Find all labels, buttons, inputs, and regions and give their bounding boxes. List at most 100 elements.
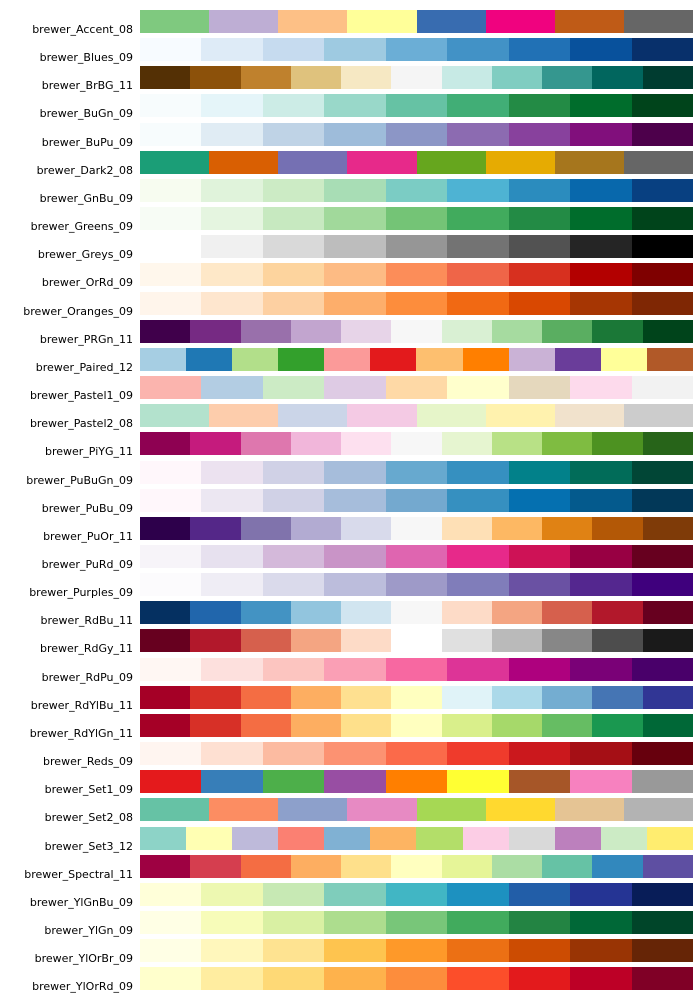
color-swatch [201,178,263,202]
color-swatch [592,854,643,878]
color-swatch [347,798,417,822]
color-swatch [262,967,325,991]
color-swatch [631,882,693,906]
color-swatch [240,854,291,878]
color-swatch [462,347,509,371]
color-swatch [140,10,210,33]
color-swatch [201,291,263,315]
palette-row: brewer_Greys_09 [0,235,700,263]
color-swatch [190,516,241,540]
palette-row: brewer_BuGn_09 [0,94,700,122]
color-swatch [186,347,233,371]
color-swatch [240,319,291,343]
color-swatch [140,882,202,906]
palette-row: brewer_Set3_12 [0,826,700,855]
palette-row: brewer_YlGn_09 [0,911,700,939]
color-swatch [441,432,492,456]
color-swatch [201,207,263,231]
color-swatch [508,263,571,287]
color-swatch [391,629,442,653]
color-swatch [341,713,392,737]
color-swatch [508,573,571,597]
color-swatch [447,263,509,287]
color-swatch [140,488,202,512]
color-swatch [140,122,202,146]
color-swatch [324,939,386,963]
color-swatch [570,544,632,568]
color-swatch [642,854,693,878]
color-swatch [631,544,693,568]
palette-label: brewer_RdPu_09 [0,658,133,684]
palette-row: brewer_Paired_12 [0,347,700,376]
palette-swatch-strip [140,488,693,512]
color-swatch [631,573,693,597]
palette-row: brewer_PuBuGn_09 [0,460,700,489]
color-swatch [631,291,693,315]
color-swatch [542,319,593,343]
palette-row: brewer_Set1_09 [0,770,700,798]
palette-label-text: brewer_RdBu_11 [40,614,133,628]
palette-row: brewer_OrRd_09 [0,263,700,291]
palette-label-text: brewer_RdPu_09 [41,670,133,684]
color-swatch [140,798,210,822]
palette-swatch-strip [140,122,693,146]
color-swatch [447,544,509,568]
color-swatch [642,516,693,540]
palette-label-text: brewer_PuBuGn_09 [26,473,133,487]
color-swatch [385,770,448,794]
color-swatch [542,713,593,737]
palette-row: brewer_RdYlBu_11 [0,685,700,714]
palette-row: brewer_Greens_09 [0,207,700,235]
color-swatch [324,235,386,259]
color-swatch [447,742,509,766]
color-swatch [416,798,486,822]
color-swatch [447,939,509,963]
color-swatch [462,826,509,850]
color-swatch [262,770,325,794]
color-swatch [554,10,624,33]
color-swatch [542,66,593,90]
color-swatch [485,10,555,33]
palette-swatch-strip [140,657,693,681]
color-swatch [290,629,342,653]
palette-swatch-strip [140,826,693,850]
color-swatch [631,911,693,934]
color-swatch [385,376,448,400]
color-swatch [441,854,492,878]
color-swatch [554,150,624,174]
palette-label-text: brewer_PiYG_11 [44,445,133,459]
color-swatch [447,770,509,794]
color-swatch [140,713,191,737]
color-swatch [592,516,643,540]
color-swatch [140,854,191,878]
palette-label: brewer_Greens_09 [0,207,133,233]
palette-label-text: brewer_Greys_09 [37,248,133,262]
color-swatch [209,404,279,428]
color-swatch [447,573,509,597]
color-swatch [570,94,632,118]
palette-label: brewer_Paired_12 [0,348,133,373]
color-swatch [570,882,632,906]
color-swatch [201,657,263,681]
color-swatch [190,713,241,737]
color-swatch [140,742,202,766]
color-swatch [416,347,463,371]
palette-swatch-strip [140,319,693,343]
color-swatch [592,713,643,737]
palette-swatch-strip [140,263,693,287]
palette-label: brewer_Pastel1_09 [0,376,133,402]
palette-row: brewer_PuOr_11 [0,516,700,545]
color-swatch [385,544,448,568]
color-swatch [570,742,632,766]
color-swatch [324,263,386,287]
palette-row: brewer_Accent_08 [0,10,700,38]
color-swatch [508,38,571,62]
palette-row: brewer_Purples_09 [0,573,700,601]
palette-swatch-strip [140,347,693,371]
color-swatch [570,122,632,146]
color-swatch [491,66,543,90]
color-swatch [201,94,263,118]
color-swatch [623,404,693,428]
color-swatch [140,629,191,653]
palette-swatch-strip [140,432,693,456]
